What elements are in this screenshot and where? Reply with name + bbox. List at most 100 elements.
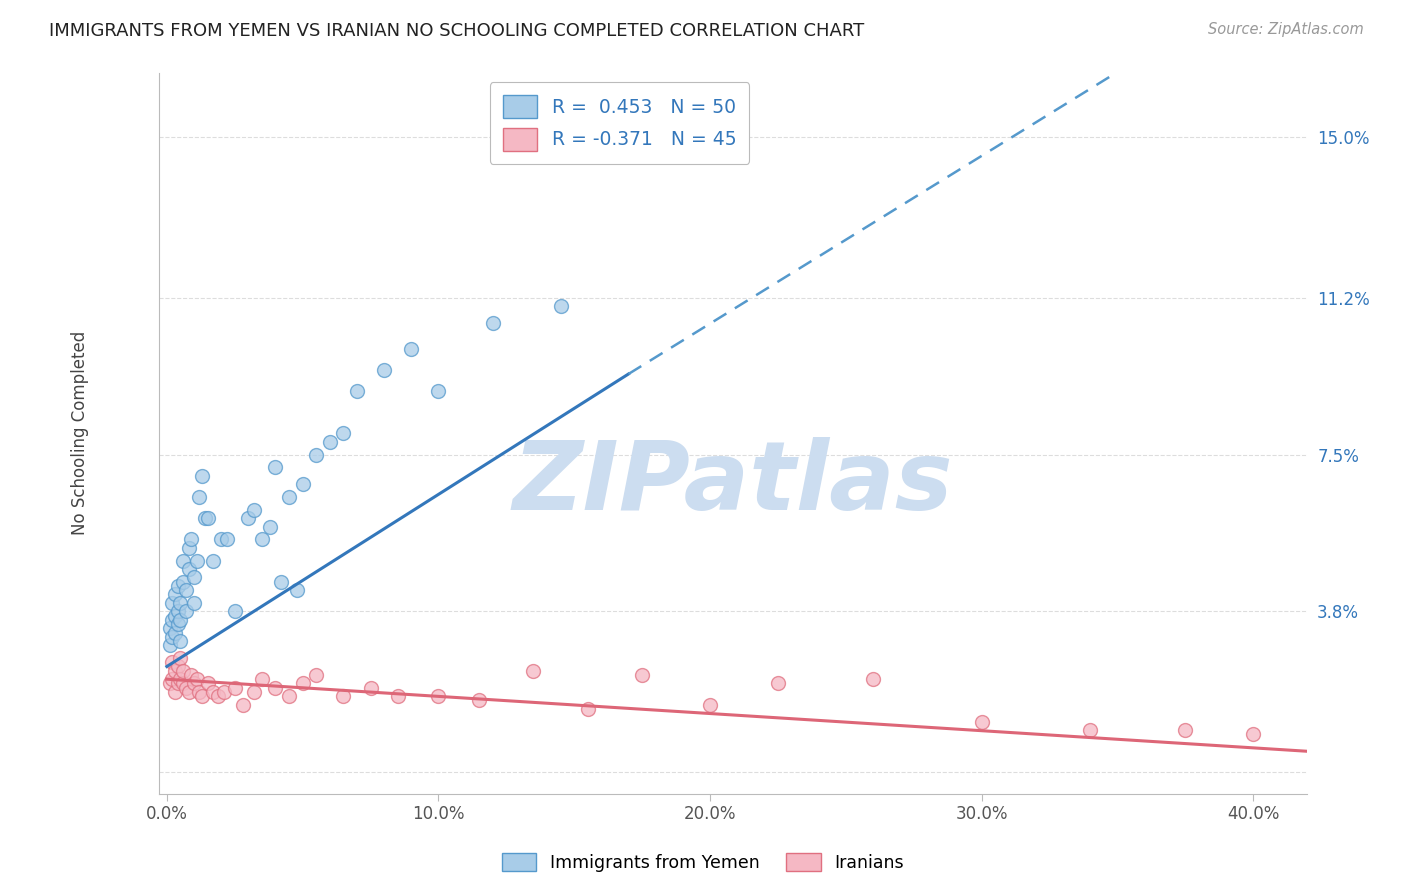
Point: [188, 490, 211, 504]
Point: [163, 587, 186, 601]
Text: ZIPatlas: ZIPatlas: [513, 437, 953, 530]
Point: [166, 676, 188, 690]
Point: [332, 689, 354, 703]
Point: [427, 384, 450, 398]
Point: [468, 693, 491, 707]
Point: [242, 502, 264, 516]
Legend: R =  0.453   N = 50, R = -0.371   N = 45: R = 0.453 N = 50, R = -0.371 N = 45: [489, 82, 749, 164]
Point: [207, 689, 229, 703]
Point: [174, 681, 197, 695]
Point: [172, 676, 194, 690]
Point: [177, 685, 200, 699]
Point: [183, 570, 205, 584]
Point: [162, 596, 184, 610]
Point: [360, 681, 382, 695]
Point: [169, 651, 191, 665]
Point: [387, 689, 409, 703]
Point: [238, 511, 260, 525]
Point: [305, 448, 328, 462]
Point: [177, 562, 200, 576]
Point: [166, 604, 188, 618]
Point: [163, 625, 186, 640]
Point: [232, 698, 254, 712]
Point: [159, 621, 181, 635]
Point: [346, 384, 368, 398]
Point: [970, 714, 993, 729]
Point: [194, 511, 217, 525]
Point: [159, 676, 181, 690]
Point: [163, 608, 186, 623]
Point: [172, 574, 194, 589]
Point: [1241, 727, 1264, 741]
Point: [576, 702, 599, 716]
Point: [285, 583, 308, 598]
Point: [174, 583, 197, 598]
Text: IMMIGRANTS FROM YEMEN VS IRANIAN NO SCHOOLING COMPLETED CORRELATION CHART: IMMIGRANTS FROM YEMEN VS IRANIAN NO SCHO…: [49, 22, 865, 40]
Point: [550, 299, 572, 313]
Point: [250, 672, 273, 686]
Point: [399, 342, 422, 356]
Point: [169, 613, 191, 627]
Point: [427, 689, 450, 703]
Point: [278, 490, 301, 504]
Point: [169, 672, 191, 686]
Point: [766, 676, 789, 690]
Point: [250, 533, 273, 547]
Point: [162, 613, 184, 627]
Point: [332, 426, 354, 441]
Legend: Immigrants from Yemen, Iranians: Immigrants from Yemen, Iranians: [495, 847, 911, 879]
Point: [183, 676, 205, 690]
Point: [319, 434, 342, 449]
Point: [172, 664, 194, 678]
Point: [197, 511, 219, 525]
Point: [174, 604, 197, 618]
Point: [188, 685, 211, 699]
Point: [212, 685, 235, 699]
Point: [180, 668, 202, 682]
Point: [166, 579, 188, 593]
Point: [159, 638, 181, 652]
Text: Source: ZipAtlas.com: Source: ZipAtlas.com: [1208, 22, 1364, 37]
Point: [201, 553, 224, 567]
Point: [166, 617, 188, 632]
Point: [166, 659, 188, 673]
Point: [224, 681, 246, 695]
Point: [291, 477, 314, 491]
Point: [186, 553, 208, 567]
Point: [264, 460, 287, 475]
Point: [209, 533, 232, 547]
Point: [162, 655, 184, 669]
Point: [215, 533, 238, 547]
Point: [172, 553, 194, 567]
Point: [163, 664, 186, 678]
Point: [631, 668, 654, 682]
Point: [259, 519, 281, 533]
Point: [305, 668, 328, 682]
Point: [177, 541, 200, 555]
Point: [197, 676, 219, 690]
Point: [163, 685, 186, 699]
Point: [242, 685, 264, 699]
Point: [169, 634, 191, 648]
Point: [201, 685, 224, 699]
Point: [291, 676, 314, 690]
Point: [191, 468, 214, 483]
Point: [278, 689, 301, 703]
Point: [1078, 723, 1101, 737]
Point: [373, 363, 395, 377]
Point: [481, 316, 503, 330]
Point: [1174, 723, 1197, 737]
Y-axis label: No Schooling Completed: No Schooling Completed: [72, 331, 89, 535]
Point: [191, 689, 214, 703]
Point: [862, 672, 884, 686]
Point: [270, 574, 292, 589]
Point: [699, 698, 721, 712]
Point: [162, 630, 184, 644]
Point: [169, 596, 191, 610]
Point: [224, 604, 246, 618]
Point: [522, 664, 544, 678]
Point: [180, 533, 202, 547]
Point: [162, 672, 184, 686]
Point: [264, 681, 287, 695]
Point: [186, 672, 208, 686]
